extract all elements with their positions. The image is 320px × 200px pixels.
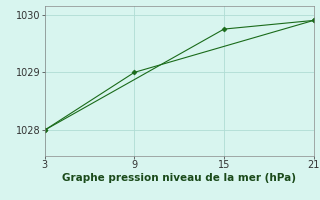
- X-axis label: Graphe pression niveau de la mer (hPa): Graphe pression niveau de la mer (hPa): [62, 173, 296, 183]
